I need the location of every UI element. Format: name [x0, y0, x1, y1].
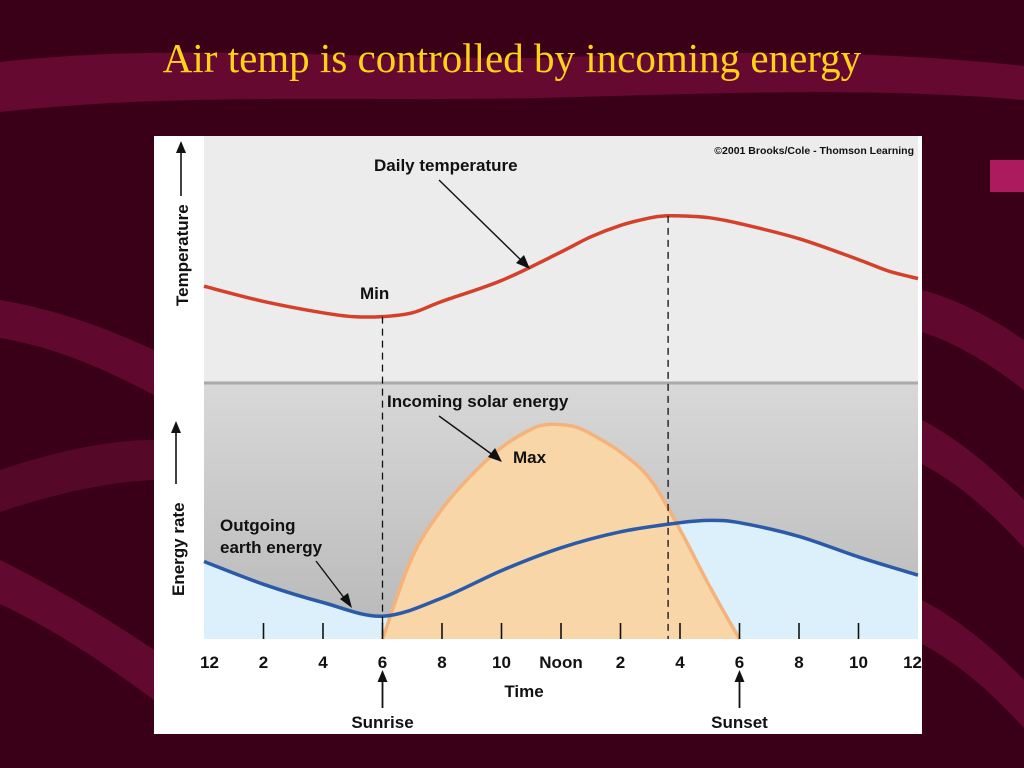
incoming-solar-energy-line — [380, 422, 742, 640]
x-tick-label: 6 — [378, 653, 387, 672]
x-tick-label: 8 — [437, 653, 446, 672]
sunrise-label: Sunrise — [351, 713, 413, 732]
sunset-arrow-head — [734, 670, 745, 682]
copyright-text: ©2001 Brooks/Cole - Thomson Learning — [714, 145, 914, 157]
x-tick-label: Noon — [539, 653, 582, 672]
outgoing-earth-energy-label-line2: earth energy — [220, 538, 323, 557]
background-swoosh — [0, 52, 1024, 112]
x-tick-label: 2 — [616, 653, 625, 672]
energy-rate-axis-arrow — [171, 421, 181, 484]
x-tick-label: 12 — [200, 653, 219, 672]
slide-title: Air temp is controlled by incoming energ… — [162, 35, 862, 81]
outgoing-earth-energy-label-line1: Outgoing — [220, 516, 296, 535]
x-tick-label: 10 — [492, 653, 511, 672]
background-swoosh — [0, 560, 154, 700]
chart-figure: ©2001 Brooks/Cole - Thomson Learning Tem… — [154, 136, 922, 734]
energy-layer — [203, 422, 919, 640]
sun-markers: Sunrise Sunset — [351, 670, 768, 732]
temperature-energy-chart: ©2001 Brooks/Cole - Thomson Learning Tem… — [169, 136, 922, 732]
temperature-axis-arrow — [176, 141, 186, 196]
x-tick-label: 6 — [735, 653, 744, 672]
incoming-solar-energy-label: Incoming solar energy — [387, 392, 569, 411]
temperature-layer — [203, 213, 919, 319]
guide-lines — [381, 215, 669, 639]
x-tick-label: 8 — [794, 653, 803, 672]
y-axis-label-temperature: Temperature — [173, 204, 192, 306]
incoming-solar-energy-pointer — [438, 415, 502, 462]
daily-temperature-line — [203, 213, 919, 319]
x-tick-label: 10 — [849, 653, 868, 672]
x-tick-label: 2 — [259, 653, 268, 672]
x-axis-ticks: 12 2 4 6 8 10 Noon 2 4 6 8 10 12 — [200, 623, 922, 672]
outgoing-earth-energy-line — [203, 518, 919, 618]
background-swoosh — [0, 300, 154, 395]
background-swoosh — [922, 290, 1024, 390]
sunrise-arrow-head — [377, 670, 388, 682]
background-accent — [990, 160, 1024, 192]
sunset-label: Sunset — [711, 713, 768, 732]
outgoing-earth-energy-pointer — [315, 560, 352, 608]
temperature-panel-bg — [204, 136, 918, 382]
background-swoosh — [0, 440, 154, 512]
daily-temperature-pointer — [438, 179, 530, 269]
min-label: Min — [360, 284, 389, 303]
x-axis-label: Time — [504, 682, 543, 701]
y-axis-label-energy-rate: Energy rate — [169, 502, 188, 596]
x-tick-label: 4 — [318, 653, 328, 672]
background-swoosh — [922, 420, 1024, 548]
daily-temperature-label: Daily temperature — [374, 156, 518, 175]
x-tick-label: 4 — [675, 653, 685, 672]
max-label: Max — [513, 448, 547, 467]
background-swoosh — [922, 600, 1024, 728]
x-tick-label: 12 — [903, 653, 922, 672]
